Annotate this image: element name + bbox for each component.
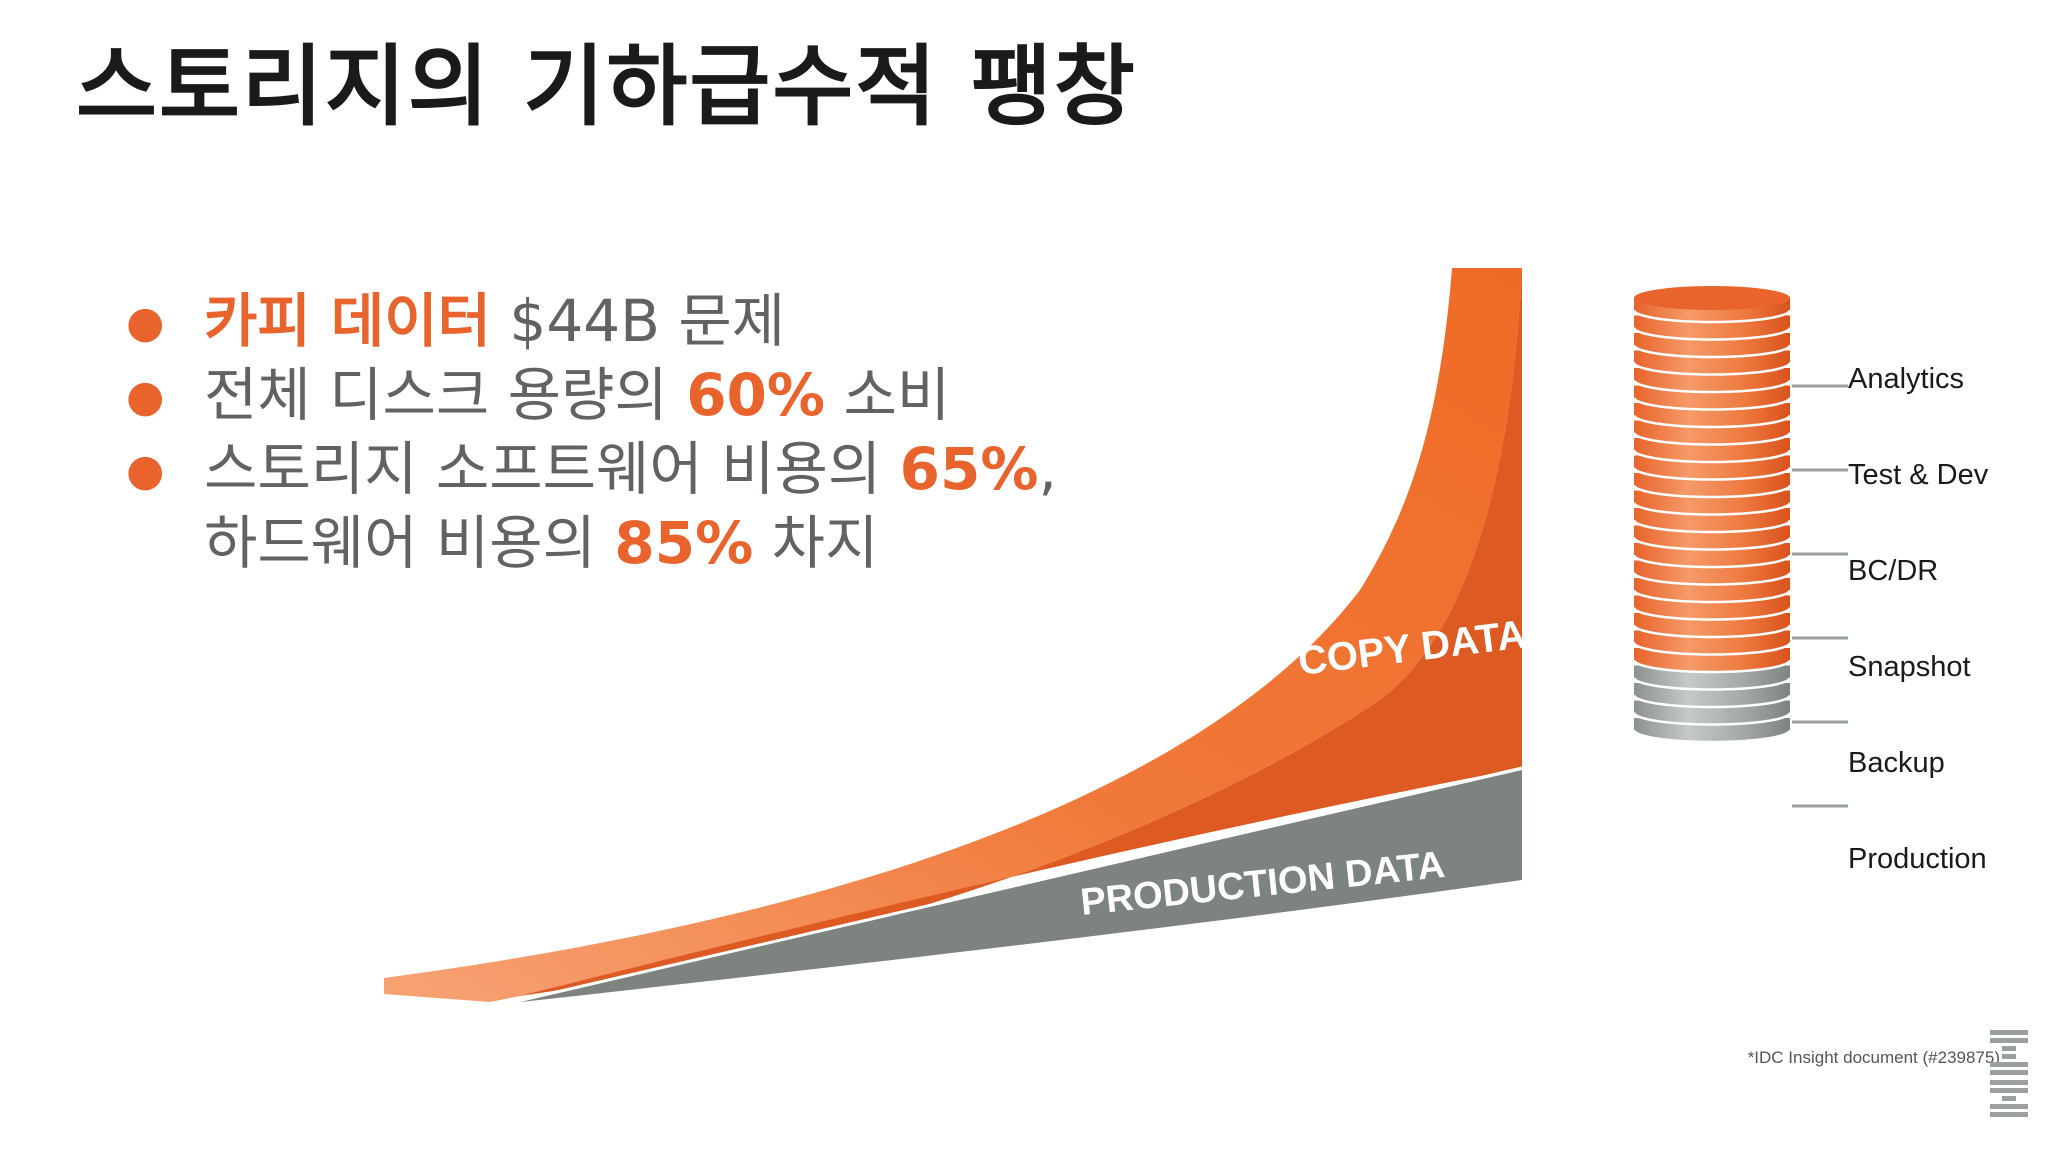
bullet-dot-icon: ● xyxy=(126,371,165,422)
cylinder-disk-rim xyxy=(1632,414,1792,429)
cylinder-disk-rim xyxy=(1632,432,1792,446)
cylinder-disk-rim xyxy=(1632,659,1792,674)
cylinder-disk-rim xyxy=(1632,519,1792,534)
bullet-item: ● 전체 디스크 용량의 60% 소비 xyxy=(120,358,1120,432)
cylinder-disk-rim xyxy=(1632,484,1792,499)
bullet-text: , xyxy=(1038,435,1057,503)
cylinder-disk-rim xyxy=(1632,309,1792,324)
bullet-highlight: 65% xyxy=(899,435,1039,503)
cylinder-label-analytics: Analytics xyxy=(1848,363,1965,395)
cylinder-disk-rim xyxy=(1632,327,1792,341)
cylinder-label-backup: Backup xyxy=(1848,747,1945,779)
bullet-text: 스토리지 소프트웨어 비용의 xyxy=(204,435,900,503)
cylinder-disk-rim xyxy=(1632,467,1792,481)
cylinder-disk-rim xyxy=(1632,502,1792,516)
bullet-text: $44B 문제 xyxy=(491,287,786,355)
cylinder-label-test-dev: Test & Dev xyxy=(1848,459,1989,491)
production-data-edge xyxy=(504,766,1523,1006)
bullet-dot-icon: ● xyxy=(126,297,165,348)
copy-data-shade xyxy=(520,268,1522,996)
bullet-dot-icon: ● xyxy=(126,445,165,496)
bullet-text: 소비 xyxy=(825,361,951,429)
bullet-item: ● 카피 데이터 $44B 문제 xyxy=(120,284,1120,358)
cylinder-disk-rim xyxy=(1632,449,1792,464)
cylinder-disk-rim xyxy=(1632,624,1792,639)
cylinder-disk-rim xyxy=(1632,554,1792,569)
cylinder-disk-rim xyxy=(1632,379,1792,394)
cylinder-label-production: Production xyxy=(1848,843,1987,875)
ibm-logo-icon xyxy=(1990,1030,2028,1117)
bullet-highlight: 60% xyxy=(686,361,826,429)
bullet-highlight: 카피 데이터 xyxy=(204,287,491,355)
bullet-item: ● 스토리지 소프트웨어 비용의 65%, xyxy=(120,432,1120,506)
bullet-text: 전체 디스크 용량의 xyxy=(204,361,687,429)
bullet-text: 하드웨어 비용의 xyxy=(204,509,615,577)
source-citation: *IDC Insight document (#239875) xyxy=(1747,1048,2000,1067)
cylinder-disk-rim xyxy=(1632,362,1792,376)
bullet-item-continuation: 하드웨어 비용의 85% 차지 xyxy=(120,506,1120,580)
bullet-list: ● 카피 데이터 $44B 문제 ● 전체 디스크 용량의 60% 소비 ● 스토리지 소… xyxy=(120,284,1120,580)
slide-title: 스토리지의 기하급수적 팽창 xyxy=(76,35,1137,138)
copy-data-wave xyxy=(384,268,1522,1002)
cylinder-disk-rim xyxy=(1632,397,1792,411)
cylinder-disk-rim xyxy=(1632,537,1792,551)
storage-cylinder xyxy=(1632,286,1792,744)
cylinder-disk-rim xyxy=(1632,712,1792,726)
cylinder-disk-rim xyxy=(1632,572,1792,586)
cylinder-disk-rim xyxy=(1632,344,1792,359)
cylinder-disk-rim xyxy=(1632,677,1792,691)
cylinder-disk-rim xyxy=(1632,642,1792,656)
cylinder-top xyxy=(1634,286,1790,310)
cylinder-disk-rim xyxy=(1632,607,1792,621)
bullet-text: 차지 xyxy=(753,509,879,577)
cylinder-disk-rim xyxy=(1632,694,1792,709)
cylinder-label-snapshot: Snapshot xyxy=(1848,651,1971,683)
cylinder-label-bc-dr: BC/DR xyxy=(1848,555,1939,587)
cylinder-disk-rim xyxy=(1632,589,1792,604)
cylinder-disk-rim xyxy=(1632,729,1792,744)
cylinder-connector-lines xyxy=(1792,384,1848,808)
bullet-highlight: 85% xyxy=(614,509,754,577)
